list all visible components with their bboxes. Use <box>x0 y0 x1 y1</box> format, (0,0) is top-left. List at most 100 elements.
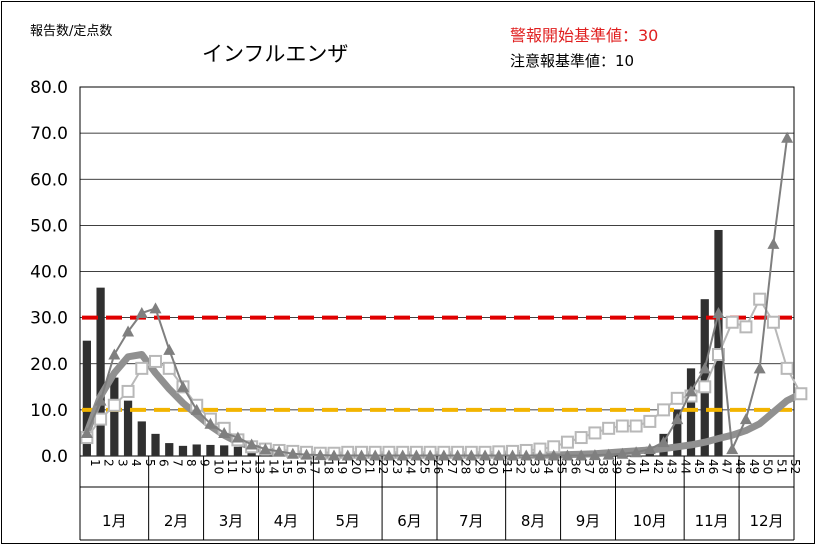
series-point-triangle <box>602 448 615 460</box>
series-point-hollow-square <box>643 414 657 428</box>
series-point-triangle <box>424 449 437 461</box>
x-tick-label: 12 <box>239 459 253 474</box>
series-point-triangle <box>561 449 574 461</box>
series-point-triangle <box>479 449 492 461</box>
bar <box>178 445 188 456</box>
series-point-hollow-square <box>739 320 753 334</box>
month-label: 7月 <box>459 512 484 530</box>
x-tick-label: 14 <box>266 459 280 474</box>
bar <box>151 433 160 456</box>
series-point-triangle <box>396 449 409 461</box>
series-point-triangle <box>739 413 752 425</box>
series-point-triangle <box>492 449 505 461</box>
month-label: 10月 <box>633 512 667 530</box>
series-line-triangle <box>85 136 789 457</box>
series-point-triangle <box>328 449 341 461</box>
x-tick-label: 47 <box>719 459 733 474</box>
x-tick-label: 34 <box>541 459 555 474</box>
x-tick-label: 38 <box>596 459 610 474</box>
series-point-hollow-square <box>753 292 767 306</box>
x-tick-label: 50 <box>761 459 775 474</box>
x-tick-label: 32 <box>514 459 528 474</box>
x-tick-label: 16 <box>294 459 308 474</box>
x-tick-label: 9 <box>198 459 212 467</box>
series-point-hollow-square <box>602 421 616 435</box>
y-tick-label: 40.0 <box>30 263 68 283</box>
x-tick-label: 40 <box>623 459 637 474</box>
x-tick-label: 48 <box>733 459 747 474</box>
x-tick-label: 17 <box>308 459 322 474</box>
series-point-triangle <box>588 449 601 461</box>
series-point-triangle <box>382 449 395 461</box>
x-tick-label: 21 <box>362 459 376 474</box>
series-point-triangle <box>204 417 217 429</box>
series-point-hollow-square <box>121 384 135 398</box>
series-point-triangle <box>657 436 670 448</box>
x-tick-label: 39 <box>610 459 624 474</box>
series-point-triangle <box>685 385 698 397</box>
bar <box>714 229 723 456</box>
series-point-triangle <box>190 403 203 415</box>
series-point-triangle <box>108 348 121 360</box>
series-point-hollow-square <box>94 412 108 426</box>
y-tick-label: 60.0 <box>30 170 68 190</box>
bar <box>700 299 709 456</box>
bar <box>192 444 201 456</box>
series-point-hollow-square <box>560 435 574 449</box>
month-label: 2月 <box>164 512 189 530</box>
month-label: 1月 <box>102 512 127 530</box>
series-point-hollow-square <box>107 398 121 412</box>
series-point-triangle <box>286 447 299 459</box>
x-tick-label: 51 <box>774 459 788 474</box>
series-point-triangle <box>176 380 189 392</box>
series-point-hollow-square <box>766 315 780 329</box>
bar <box>123 400 133 456</box>
warning-threshold-label: 警報開始基準値：30 <box>510 26 659 45</box>
x-tick-label: 36 <box>568 459 582 474</box>
x-tick-label: 10 <box>211 459 225 474</box>
y-axis-label: 報告数/定点数 <box>30 24 113 39</box>
y-tick-label: 0.0 <box>41 447 68 467</box>
month-label: 11月 <box>695 512 729 530</box>
series-point-triangle <box>218 426 231 438</box>
x-tick-label: 27 <box>445 459 459 474</box>
month-label: 12月 <box>749 512 783 530</box>
bar <box>673 409 682 456</box>
series-point-hollow-square <box>162 361 176 375</box>
x-tick-label: 44 <box>678 459 692 474</box>
series-point-triangle <box>135 307 148 319</box>
x-tick-label: 13 <box>253 459 267 474</box>
series-point-hollow-square <box>588 426 602 440</box>
x-tick-label: 25 <box>417 459 431 474</box>
x-tick-label: 49 <box>747 459 761 474</box>
y-tick-label: 70.0 <box>30 124 68 144</box>
series-point-hollow-square <box>780 361 794 375</box>
series-point-triangle <box>80 426 93 438</box>
x-tick-label: 43 <box>665 459 679 474</box>
x-tick-label: 4 <box>129 459 143 467</box>
x-tick-label: 37 <box>582 459 596 474</box>
x-tick-label: 35 <box>555 459 569 474</box>
y-tick-label: 80.0 <box>30 78 68 98</box>
bar <box>686 368 696 456</box>
y-tick-label: 30.0 <box>30 309 68 329</box>
series-point-triangle <box>520 449 533 461</box>
series-point-triangle <box>273 445 286 457</box>
series-point-triangle <box>465 449 478 461</box>
series-point-triangle <box>753 362 766 374</box>
bar <box>220 445 229 456</box>
x-tick-label: 20 <box>349 459 363 474</box>
y-tick-label: 20.0 <box>30 355 68 375</box>
series-point-triangle <box>575 449 588 461</box>
chart-title: インフルエンザ <box>202 42 349 66</box>
series-point-triangle <box>437 449 450 461</box>
x-tick-label: 23 <box>390 459 404 474</box>
series-point-triangle <box>698 362 711 374</box>
x-tick-label: 3 <box>115 459 129 467</box>
series-point-triangle <box>355 449 368 461</box>
x-tick-label: 5 <box>143 459 157 467</box>
x-tick-label: 29 <box>472 459 486 474</box>
bar <box>137 421 146 456</box>
bar <box>233 446 243 456</box>
